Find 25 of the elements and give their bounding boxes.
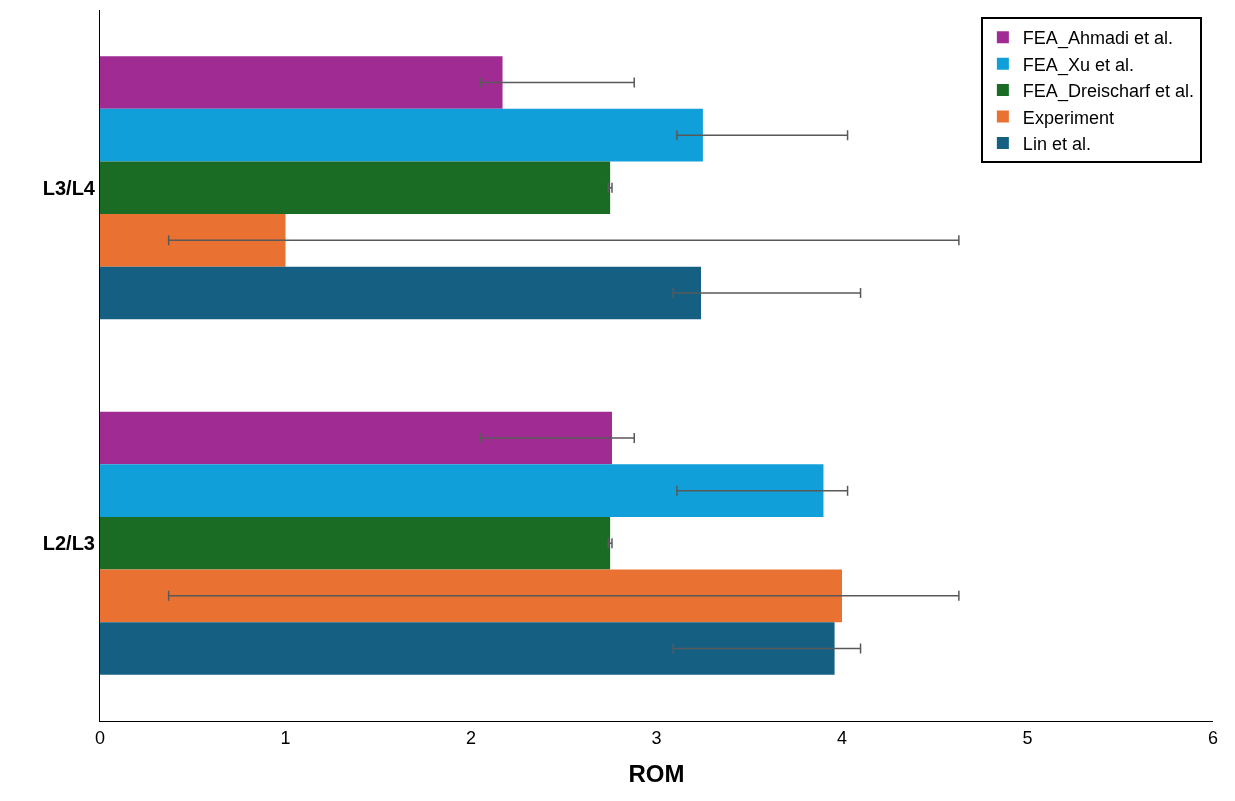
x-tick-label: 6 [1207, 727, 1219, 748]
bar [100, 266, 702, 320]
bar [100, 516, 611, 570]
legend-label: FEA_Ahmadi et al. [1022, 28, 1173, 50]
bar [100, 569, 842, 623]
legend-label: Lin et al. [1022, 133, 1091, 154]
legend-label: FEA_Xu et al. [1022, 54, 1134, 76]
x-tick-label: 1 [280, 727, 291, 748]
bar [100, 108, 703, 162]
y-tick-label: L2/L3 [42, 532, 95, 555]
x-tick-label: 5 [1022, 727, 1033, 748]
x-tick-label: 2 [465, 727, 477, 748]
x-tick-label: 4 [836, 727, 848, 748]
bar [100, 622, 835, 675]
bar [100, 411, 612, 465]
y-tick-label: L3/L4 [42, 176, 96, 199]
legend-label: FEA_Dreischarf et al. [1022, 81, 1194, 103]
bar [100, 214, 286, 267]
bar [100, 56, 503, 109]
x-tick-label: 0 [94, 727, 106, 748]
x-axis-title: ROM [628, 759, 685, 787]
x-tick-label: 3 [651, 727, 662, 748]
bar [100, 161, 611, 215]
legend-label: Experiment [1022, 107, 1114, 128]
bar [100, 464, 824, 517]
